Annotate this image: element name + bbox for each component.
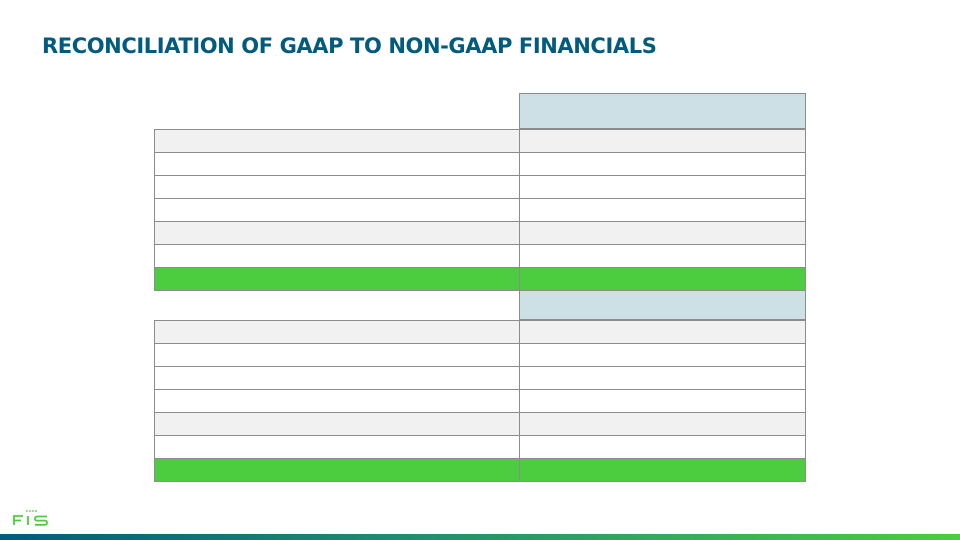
- table-row-value: [519, 366, 806, 390]
- fis-logo-icon: [13, 510, 48, 526]
- table-2-total-value: [519, 458, 806, 482]
- table-row-value: [519, 175, 806, 199]
- table-row-value: [519, 198, 806, 222]
- table-row-label: [154, 244, 520, 268]
- table-1-header: [519, 93, 806, 129]
- table-row-label: [154, 412, 520, 436]
- table-row-label: [154, 175, 520, 199]
- table-row-label: [154, 221, 520, 245]
- table-row-label: [154, 343, 520, 367]
- table-row-label: [154, 366, 520, 390]
- table-row-label: [154, 389, 520, 413]
- table-2-header: [519, 290, 806, 320]
- slide-title: RECONCILIATION OF GAAP TO NON-GAAP FINAN…: [42, 34, 657, 58]
- table-row-label: [154, 198, 520, 222]
- table-1-total-label: [154, 267, 520, 291]
- table-row-value: [519, 244, 806, 268]
- table-row-value: [519, 435, 806, 459]
- table-row-value: [519, 221, 806, 245]
- table-row-value: [519, 343, 806, 367]
- table-row-value: [519, 412, 806, 436]
- table-row-label: [154, 435, 520, 459]
- table-row-value: [519, 129, 806, 153]
- table-1-total-value: [519, 267, 806, 291]
- table-row-label: [154, 320, 520, 344]
- table-row-value: [519, 152, 806, 176]
- table-row-label: [154, 129, 520, 153]
- table-row-value: [519, 389, 806, 413]
- table-row-value: [519, 320, 806, 344]
- footer-gradient-bar: [0, 534, 960, 540]
- table-row-label: [154, 152, 520, 176]
- table-2-total-label: [154, 458, 520, 482]
